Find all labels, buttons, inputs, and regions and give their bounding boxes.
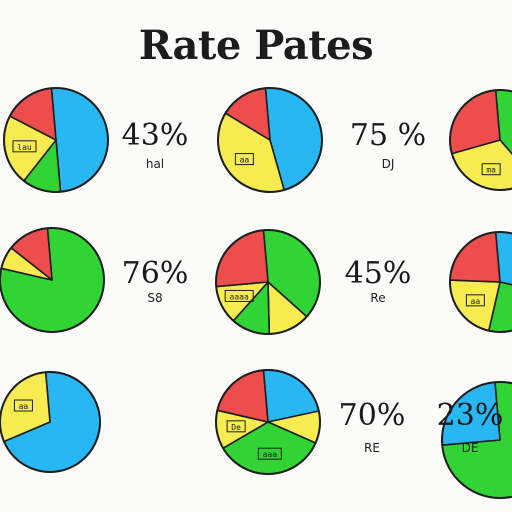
slice-label: lau xyxy=(17,143,32,152)
pie-outline xyxy=(0,227,105,333)
slice-label: ma xyxy=(486,166,496,175)
pie-chart-6: aa xyxy=(449,231,512,333)
percent-label: 70% xyxy=(339,398,406,433)
pie-outline xyxy=(215,229,321,335)
pie-outline xyxy=(215,369,321,475)
slice-label: De xyxy=(231,423,241,432)
pie-caption: S8 xyxy=(147,291,162,305)
pie-outline xyxy=(217,87,323,193)
pie-chart-4 xyxy=(0,227,105,333)
pie-chart-9 xyxy=(441,381,512,499)
pie-chart-7: aa xyxy=(0,371,101,473)
slice-label: aa xyxy=(19,402,29,411)
pie-caption: DE xyxy=(462,441,479,455)
pie-outline xyxy=(3,87,109,193)
slice-label: aa xyxy=(471,297,481,306)
slice-label-box xyxy=(234,153,254,166)
slice-label: aaa xyxy=(263,450,278,459)
page-title: Rate Pates xyxy=(138,22,374,69)
percent-label: 43% xyxy=(122,118,189,153)
slice-label: aa xyxy=(240,156,250,165)
slice-label-box xyxy=(465,294,485,307)
pie-outline xyxy=(449,231,512,333)
percent-label: 23% xyxy=(437,398,504,433)
slice-label-box xyxy=(481,163,501,176)
percent-label: 75 % xyxy=(350,118,426,153)
slice-label-box xyxy=(13,399,33,412)
percent-label: 45% xyxy=(345,256,412,291)
slice-label-box xyxy=(12,140,37,153)
pie-caption: Re xyxy=(370,291,385,305)
pie-chart-3: ma xyxy=(449,89,512,191)
slice-label: aaaa xyxy=(230,292,249,301)
pie-caption: hal xyxy=(146,157,164,171)
pie-caption: DJ xyxy=(382,157,395,171)
slice-label-box xyxy=(224,289,254,302)
pie-outline xyxy=(449,89,512,191)
pie-outline xyxy=(441,381,512,499)
pie-chart-8: aaa De xyxy=(215,369,321,475)
slice-label-box xyxy=(226,420,246,433)
percent-label: 76% xyxy=(122,256,189,291)
pie-outline xyxy=(0,371,101,473)
pie-chart-2: aa xyxy=(217,87,323,193)
slice-label-box xyxy=(257,447,282,460)
pie-chart-1: lau xyxy=(3,87,109,193)
pie-slice-red xyxy=(215,229,269,288)
pie-chart-5: aaaa xyxy=(215,229,321,335)
pie-caption: RE xyxy=(364,441,380,455)
